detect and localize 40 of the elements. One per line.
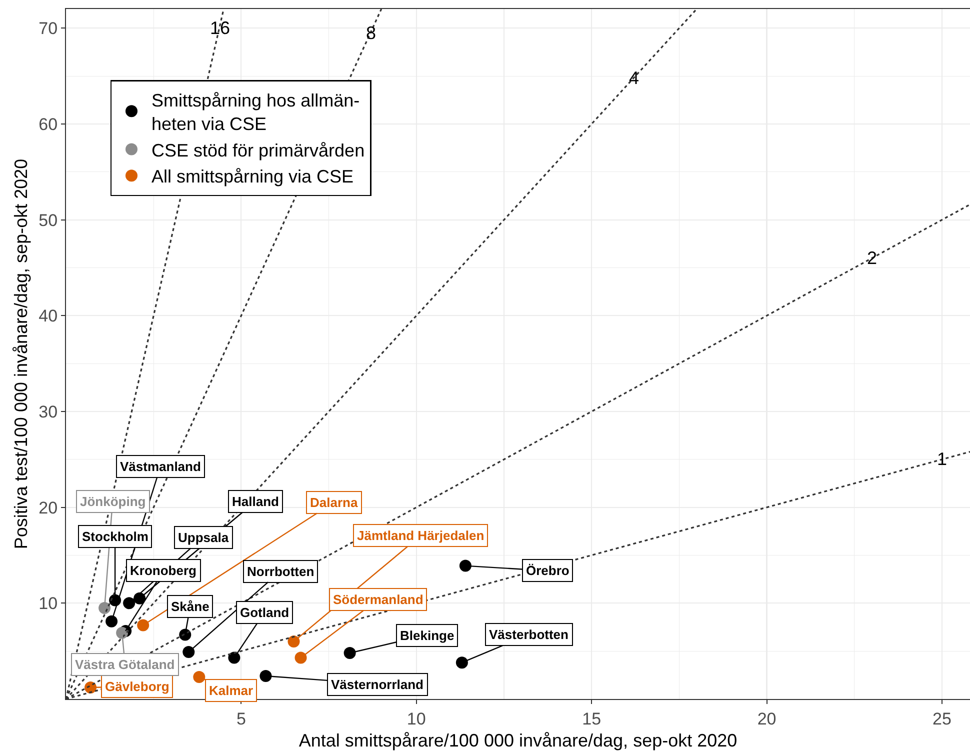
y-tick-label: 70 xyxy=(38,19,58,38)
data-label: Södermanland xyxy=(333,592,424,607)
x-tick-label: 5 xyxy=(236,709,246,728)
data-label: Kronoberg xyxy=(130,563,196,578)
data-label: Jönköping xyxy=(80,494,146,509)
x-axis-title: Antal smittspårare/100 000 invånare/dag, sep-okt 2020 xyxy=(298,730,738,750)
y-tick-label: 60 xyxy=(38,114,58,134)
legend-label: CSE stöd för primärvården xyxy=(151,140,365,160)
data-label: Halland xyxy=(232,494,280,509)
data-label: Kalmar xyxy=(209,683,254,698)
y-tick-label: 40 xyxy=(38,306,58,326)
y-axis-title: Positiva test/100 000 invånare/dag, sep-okt 2020 xyxy=(10,158,31,550)
y-tick-label: 20 xyxy=(38,498,58,518)
data-label: Västmanland xyxy=(120,459,201,474)
annotation: 1 xyxy=(937,449,948,469)
x-tick-label: 15 xyxy=(582,709,602,728)
y-tick-label: 10 xyxy=(38,594,58,614)
data-label: Norrbotten xyxy=(247,564,314,579)
data-label: Västra Götaland xyxy=(75,657,175,672)
data-label: Örebro xyxy=(526,563,570,578)
data-label: Jämtland Härjedalen xyxy=(357,528,484,543)
x-tick-label: 10 xyxy=(406,709,426,728)
y-tick-label: 50 xyxy=(38,210,58,230)
legend-label: All smittspårning via CSE xyxy=(151,166,354,187)
data-label: Blekinge xyxy=(400,628,454,643)
data-label: Gotland xyxy=(240,605,290,620)
data-label: Gävleborg xyxy=(105,679,170,694)
data-label: Västernorrland xyxy=(331,677,424,692)
annotation: 2 xyxy=(867,248,878,268)
annotation: 16 xyxy=(210,18,230,38)
data-label: Västerbotten xyxy=(489,627,569,642)
annotation: 8 xyxy=(366,23,376,43)
x-tick-label: 20 xyxy=(757,709,776,728)
x-tick-label: 25 xyxy=(932,709,952,728)
data-label: Skåne xyxy=(171,599,210,614)
data-label: Stockholm xyxy=(82,529,148,544)
legend-label: Smittspårning hos allmän- heten via CSE xyxy=(151,90,360,134)
data-label: Uppsala xyxy=(178,530,230,545)
y-tick-label: 30 xyxy=(38,402,58,422)
data-label: Dalarna xyxy=(310,495,358,510)
